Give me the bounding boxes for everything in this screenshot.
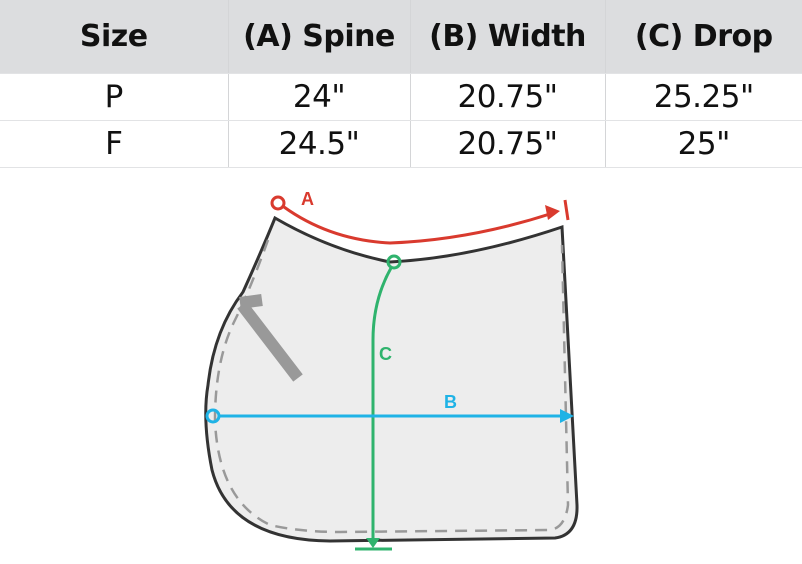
header-width: (B) Width xyxy=(409,0,605,74)
drop-measure: C xyxy=(355,254,402,551)
header-size: Size xyxy=(0,0,228,74)
cell-spine: 24.5" xyxy=(227,120,410,168)
label-c: C xyxy=(379,344,392,364)
header-drop: (C) Drop xyxy=(604,0,802,74)
cell-width: 20.75" xyxy=(409,73,605,121)
cell-size: P xyxy=(0,73,228,121)
cell-drop: 25" xyxy=(604,120,802,168)
saddle-pad-outline xyxy=(204,215,579,543)
table-header-row: Size (A) Spine (B) Width (C) Drop xyxy=(0,0,802,74)
label-b: B xyxy=(444,392,457,412)
size-table: Size (A) Spine (B) Width (C) Drop P 24" … xyxy=(0,0,802,168)
label-a: A xyxy=(301,189,314,209)
cell-size: F xyxy=(0,120,228,168)
width-measure: B xyxy=(205,392,574,424)
cell-spine: 24" xyxy=(227,73,410,121)
header-spine: (A) Spine xyxy=(227,0,410,74)
spine-measure: A xyxy=(270,189,570,245)
cell-drop: 25.25" xyxy=(604,73,802,121)
girth-strap xyxy=(237,294,303,382)
stitch-line xyxy=(213,239,570,534)
table-row: P 24" 20.75" 25.25" xyxy=(0,73,802,121)
table-row: F 24.5" 20.75" 25" xyxy=(0,120,802,168)
cell-width: 20.75" xyxy=(409,120,605,168)
